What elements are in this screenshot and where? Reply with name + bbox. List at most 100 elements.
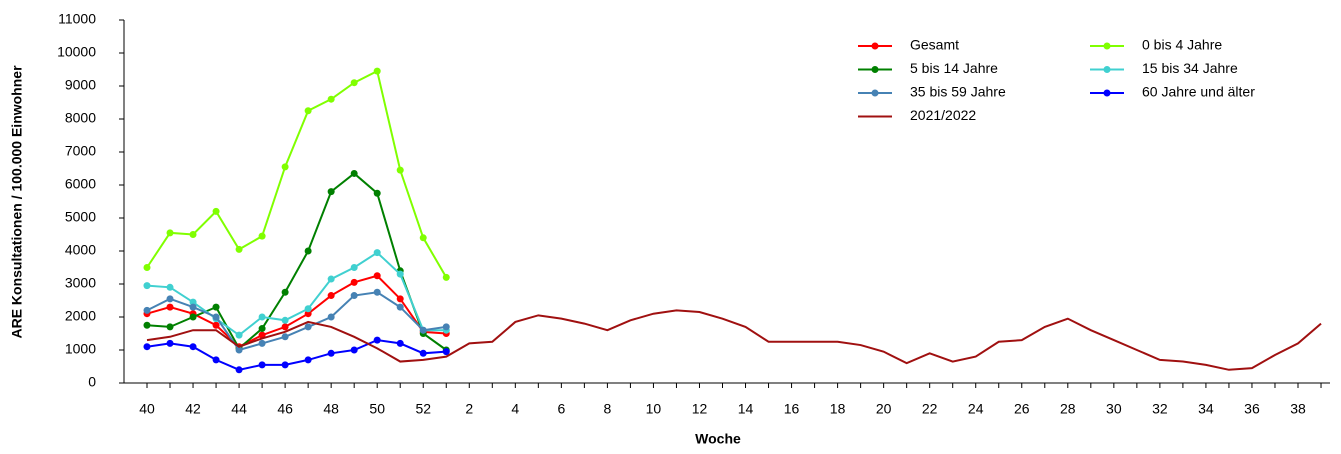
series-line bbox=[146, 172, 447, 351]
series-line bbox=[146, 69, 448, 278]
x-tick-label: 40 bbox=[139, 401, 155, 417]
series-marker bbox=[166, 283, 174, 291]
series-marker bbox=[350, 169, 358, 177]
y-tick-label: 8000 bbox=[65, 110, 96, 126]
legend-marker bbox=[1103, 89, 1111, 97]
series-marker bbox=[373, 272, 381, 280]
x-tick-label: 30 bbox=[1106, 401, 1122, 417]
series-marker bbox=[373, 336, 381, 344]
legend-marker bbox=[1103, 42, 1111, 50]
series-marker bbox=[281, 361, 289, 369]
series-marker bbox=[258, 339, 266, 347]
series-marker bbox=[350, 79, 358, 87]
series-marker bbox=[281, 316, 289, 324]
y-tick-label: 7000 bbox=[65, 143, 96, 159]
series-marker bbox=[350, 292, 358, 300]
series-marker bbox=[304, 305, 312, 313]
series-marker bbox=[143, 306, 151, 314]
x-tick-label: 38 bbox=[1290, 401, 1306, 417]
x-tick-label: 44 bbox=[231, 401, 247, 417]
y-tick-label: 1000 bbox=[65, 341, 96, 357]
series-marker bbox=[258, 325, 266, 333]
series-marker bbox=[212, 356, 220, 364]
x-tick-label: 10 bbox=[646, 401, 662, 417]
x-tick-label: 6 bbox=[557, 401, 565, 417]
series-marker bbox=[350, 346, 358, 354]
series-marker bbox=[327, 349, 335, 357]
x-tick-label: 46 bbox=[277, 401, 293, 417]
legend-label: 60 Jahre und älter bbox=[1142, 84, 1255, 100]
series-marker bbox=[396, 270, 404, 278]
series-marker bbox=[143, 264, 151, 271]
x-tick-label: 32 bbox=[1152, 401, 1168, 417]
series-marker bbox=[235, 245, 243, 253]
series-marker bbox=[304, 107, 312, 115]
series-marker bbox=[304, 247, 312, 255]
x-tick-label: 18 bbox=[830, 401, 846, 417]
y-tick-label: 11000 bbox=[58, 11, 96, 27]
series-marker bbox=[258, 232, 266, 240]
series-marker bbox=[419, 349, 427, 357]
series-marker bbox=[235, 331, 243, 339]
series-marker bbox=[281, 323, 289, 331]
series-marker bbox=[327, 313, 335, 321]
x-tick-label: 52 bbox=[415, 401, 431, 417]
series-marker bbox=[166, 295, 174, 303]
x-tick-label: 8 bbox=[604, 401, 612, 417]
x-tick-label: 24 bbox=[968, 401, 984, 417]
x-tick-label: 20 bbox=[876, 401, 892, 417]
x-tick-label: 36 bbox=[1244, 401, 1260, 417]
series-marker bbox=[189, 303, 197, 311]
y-tick-label: 6000 bbox=[65, 176, 96, 192]
legend-marker bbox=[871, 42, 879, 50]
series-marker bbox=[258, 313, 266, 321]
series-marker bbox=[373, 288, 381, 296]
x-tick-label: 50 bbox=[369, 401, 385, 417]
series-marker bbox=[327, 188, 335, 196]
legend-label: 5 bis 14 Jahre bbox=[910, 60, 998, 76]
series-line bbox=[146, 291, 447, 352]
series-marker bbox=[143, 321, 151, 329]
series-marker bbox=[373, 67, 381, 75]
series-marker bbox=[258, 361, 266, 369]
series-marker bbox=[327, 292, 335, 300]
series-marker bbox=[350, 278, 358, 286]
x-tick-label: 28 bbox=[1060, 401, 1076, 417]
y-tick-label: 4000 bbox=[65, 242, 96, 258]
series-marker bbox=[281, 333, 289, 341]
y-tick-label: 10000 bbox=[57, 44, 96, 60]
series-marker bbox=[189, 313, 197, 321]
series-line bbox=[146, 251, 447, 337]
series-marker bbox=[304, 323, 312, 331]
x-tick-label: 26 bbox=[1014, 401, 1030, 417]
legend-label: 35 bis 59 Jahre bbox=[910, 84, 1006, 100]
series-marker bbox=[212, 313, 220, 321]
x-tick-label: 4 bbox=[511, 401, 519, 417]
series-marker bbox=[442, 323, 450, 331]
series-marker bbox=[396, 295, 404, 303]
series-marker bbox=[304, 356, 312, 364]
legend-marker bbox=[1103, 66, 1111, 73]
series-marker bbox=[396, 339, 404, 347]
series-marker bbox=[189, 231, 197, 238]
y-axis-title: ARE Konsultationen / 100.000 Einwohner bbox=[9, 65, 25, 339]
series-marker bbox=[396, 303, 404, 311]
series-marker bbox=[212, 207, 220, 215]
x-tick-label: 22 bbox=[922, 401, 938, 417]
series-marker bbox=[396, 166, 404, 174]
series-marker bbox=[327, 275, 335, 283]
y-tick-label: 9000 bbox=[65, 77, 96, 93]
series-marker bbox=[442, 273, 450, 281]
x-tick-label: 12 bbox=[692, 401, 708, 417]
series-marker bbox=[442, 348, 450, 356]
series-marker bbox=[166, 323, 174, 331]
series-marker bbox=[166, 303, 174, 311]
series-marker bbox=[373, 249, 381, 257]
series-line bbox=[146, 309, 1322, 371]
legend-label: Gesamt bbox=[910, 37, 959, 53]
y-tick-label: 3000 bbox=[65, 275, 96, 291]
legend-label: 2021/2022 bbox=[910, 107, 976, 123]
legend-label: 0 bis 4 Jahre bbox=[1142, 37, 1222, 53]
x-tick-label: 48 bbox=[323, 401, 339, 417]
